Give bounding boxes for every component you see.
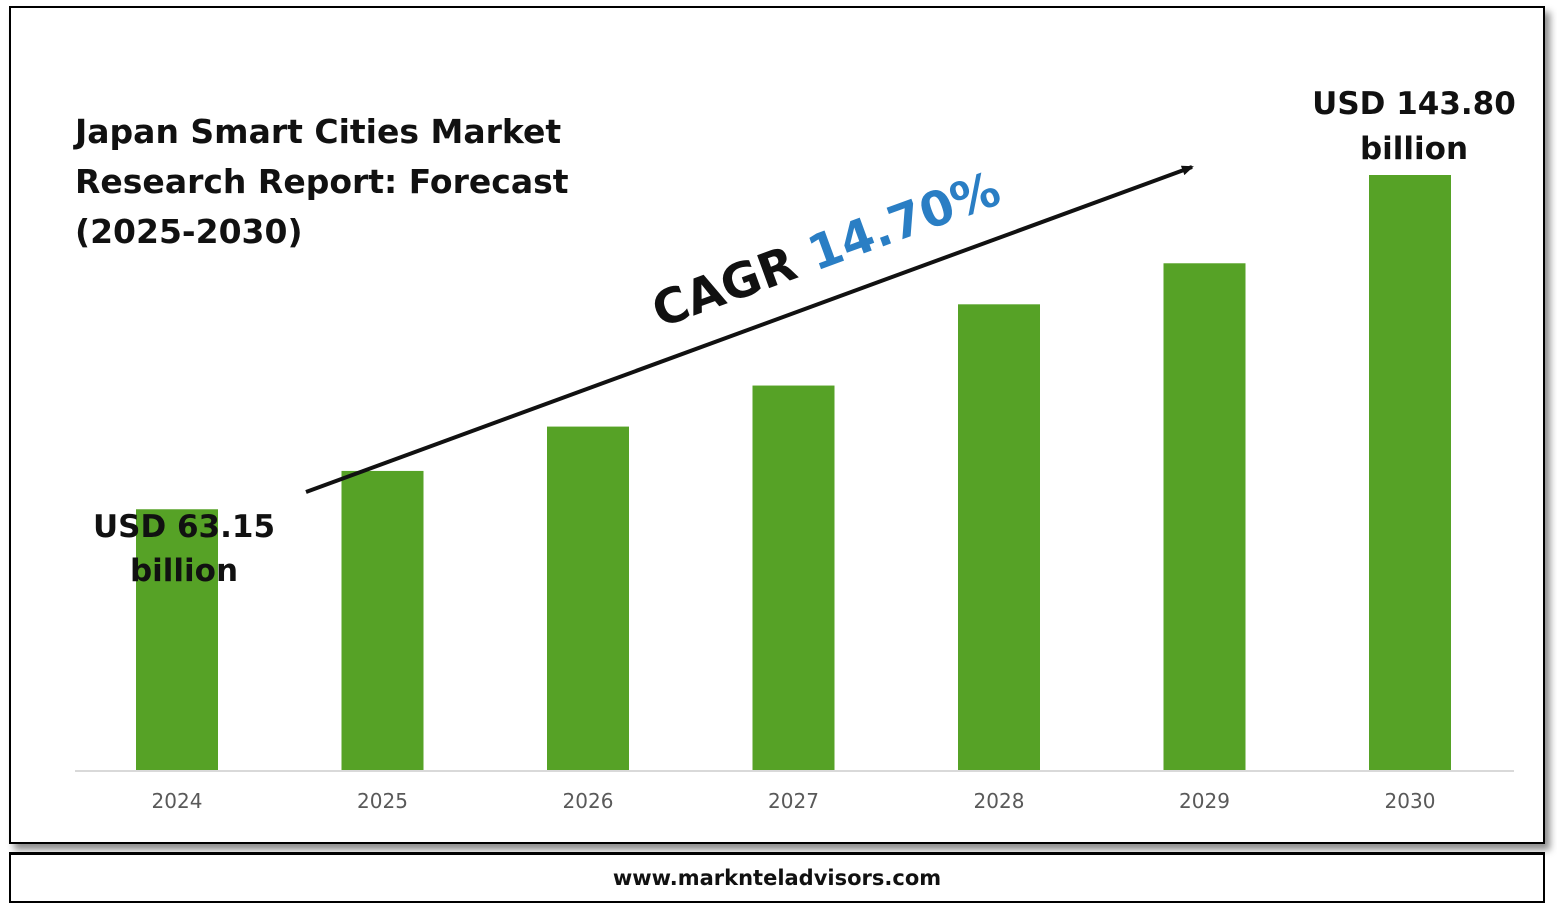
bar-2026	[547, 426, 629, 771]
x-tick-label-2027: 2027	[768, 789, 819, 813]
bars-group	[136, 175, 1451, 771]
x-tick-label-2030: 2030	[1385, 789, 1436, 813]
bar-2024	[136, 509, 218, 771]
bar-2027	[752, 385, 835, 771]
end-value-label-line-1: USD 143.80	[1312, 86, 1516, 122]
title-line-1: Japan Smart Cities Market	[75, 112, 562, 151]
start-value-label-line-1: USD 63.15	[93, 509, 275, 545]
footer-website: www.marknteladvisors.com	[612, 866, 942, 890]
x-tick-label-2025: 2025	[357, 789, 408, 813]
bar-2030	[1369, 175, 1451, 771]
bar-2028	[958, 304, 1040, 771]
title-line-3: (2025-2030)	[75, 212, 303, 251]
bar-2025	[341, 470, 424, 771]
cagr-value: 14.70%	[801, 161, 1008, 282]
x-axis-ticks: 2024 2025 2026 2027 2028 2029 2030	[152, 789, 1436, 813]
x-tick-label-2024: 2024	[152, 789, 203, 813]
cagr-annotation: CAGR 14.70%	[645, 161, 1008, 339]
chart-title: Japan Smart Cities Market Research Repor…	[75, 107, 615, 257]
x-tick-label-2026: 2026	[563, 789, 614, 813]
cagr-prefix: CAGR	[645, 236, 804, 340]
end-value-label-line-2: billion	[1360, 131, 1468, 167]
start-value-label-line-2: billion	[130, 553, 238, 589]
footer-bar: www.marknteladvisors.com	[9, 852, 1545, 903]
title-line-2: Research Report: Forecast	[75, 162, 569, 201]
x-tick-label-2028: 2028	[974, 789, 1025, 813]
bar-2029	[1163, 263, 1246, 771]
x-tick-label-2029: 2029	[1179, 789, 1230, 813]
growth-arrow	[305, 165, 1194, 494]
